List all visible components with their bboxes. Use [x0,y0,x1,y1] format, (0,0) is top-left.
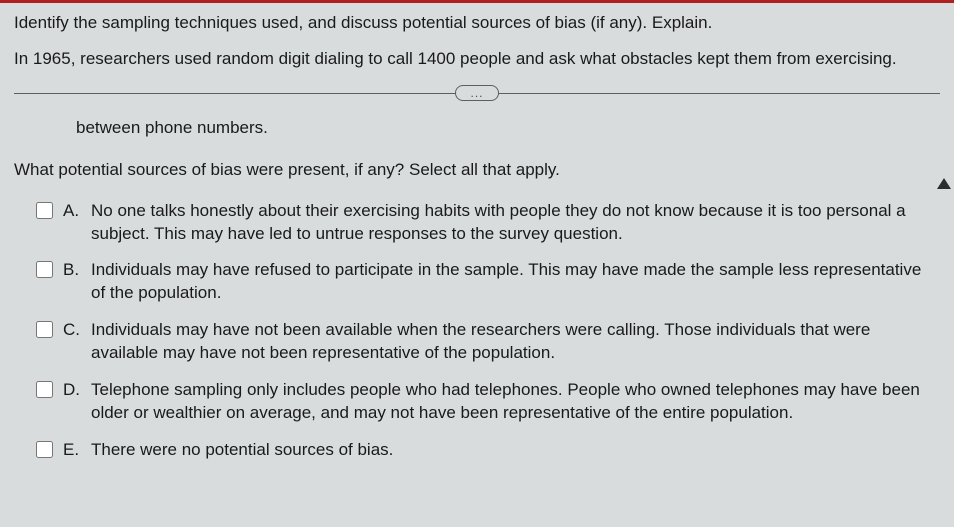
expand-pill-button[interactable]: ... [455,85,499,101]
option-b[interactable]: B. Individuals may have refused to parti… [36,259,940,305]
content-region: Identify the sampling techniques used, a… [0,3,954,490]
option-letter: C. [63,319,91,342]
options-list: A. No one talks honestly about their exe… [36,200,940,462]
option-b-checkbox[interactable] [36,261,53,278]
option-a-checkbox[interactable] [36,202,53,219]
intro-line-2: In 1965, researchers used random digit d… [14,47,940,71]
option-text: There were no potential sources of bias. [91,439,940,462]
option-c-checkbox[interactable] [36,321,53,338]
option-a[interactable]: A. No one talks honestly about their exe… [36,200,940,246]
scroll-up-icon[interactable] [937,178,951,189]
collapsible-divider: ... [14,93,940,94]
option-letter: D. [63,379,91,402]
previous-answer-fragment: between phone numbers. [76,118,940,138]
option-letter: A. [63,200,91,223]
option-text: No one talks honestly about their exerci… [91,200,940,246]
option-text: Telephone sampling only includes people … [91,379,940,425]
option-e-checkbox[interactable] [36,441,53,458]
option-letter: B. [63,259,91,282]
option-e[interactable]: E. There were no potential sources of bi… [36,439,940,462]
intro-line-1: Identify the sampling techniques used, a… [14,11,940,35]
question-text: What potential sources of bias were pres… [14,160,940,180]
option-c[interactable]: C. Individuals may have not been availab… [36,319,940,365]
option-text: Individuals may have not been available … [91,319,940,365]
option-text: Individuals may have refused to particip… [91,259,940,305]
option-d-checkbox[interactable] [36,381,53,398]
option-letter: E. [63,439,91,462]
option-d[interactable]: D. Telephone sampling only includes peop… [36,379,940,425]
expand-pill-label: ... [470,86,483,100]
